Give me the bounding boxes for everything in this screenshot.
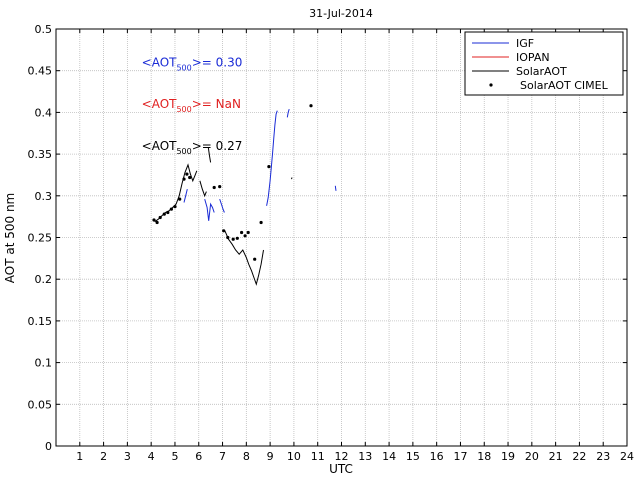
x-tick-label: 14 <box>382 450 396 463</box>
mean-aot-prefix: <AOT <box>142 97 177 111</box>
legend-label-cimel: SolarAOT CIMEL <box>520 79 609 92</box>
x-tick-label: 13 <box>358 450 372 463</box>
series-point-solaraot-cimel <box>267 165 271 169</box>
series-point-solaraot-cimel <box>240 230 244 235</box>
x-tick-label: 21 <box>549 450 563 463</box>
series-point-solaraot-cimel <box>212 185 216 190</box>
y-axis-label: AOT at 500 nm <box>3 193 17 283</box>
series-line-igf <box>334 185 337 191</box>
series-line-igf <box>219 198 225 213</box>
mean-aot-prefix: <AOT <box>142 56 177 70</box>
x-tick-label: 5 <box>171 450 178 463</box>
y-tick-label: 0.05 <box>28 398 53 411</box>
legend-swatch-cimel <box>489 83 493 87</box>
series-point-solaraot-cimel <box>166 210 170 215</box>
series-line-igf <box>204 198 215 221</box>
series-point-solaraot-cimel <box>309 104 313 108</box>
data-series <box>152 104 337 286</box>
series-line-igf <box>183 188 188 203</box>
mean-aot-label: <AOT500>= 0.27 <box>142 139 243 156</box>
mean-aot-subscript: 500 <box>176 147 191 156</box>
y-tick-label: 0.3 <box>35 190 53 203</box>
x-tick-label: 4 <box>148 450 155 463</box>
x-tick-label: 7 <box>219 450 226 463</box>
y-tick-label: 0.15 <box>28 315 53 328</box>
x-tick-label: 15 <box>406 450 420 463</box>
series-line-igf <box>266 110 278 206</box>
x-tick-label: 19 <box>501 450 515 463</box>
series-point-solaraot-cimel <box>188 175 192 180</box>
x-tick-label: 17 <box>453 450 467 463</box>
axis-ticks: 1 2 3 4 5 6 7 8 9 10 11 12 13 14 15 16 17 18 19 20 21 22 23 240… <box>28 23 635 463</box>
series-point-solaraot-cimel <box>222 229 226 233</box>
mean-aot-prefix: <AOT <box>142 139 177 153</box>
x-tick-label: 18 <box>477 450 491 463</box>
series-point-solaraot-cimel <box>253 257 257 261</box>
series-line-igf <box>286 108 290 118</box>
series-point-solaraot-cimel <box>173 205 177 209</box>
x-tick-label: 2 <box>100 450 107 463</box>
x-tick-label: 16 <box>430 450 444 463</box>
series-line-solaraot <box>224 230 264 286</box>
mean-aot-label: <AOT500>= 0.30 <box>142 56 243 73</box>
series-point-solaraot-cimel <box>152 218 156 222</box>
series-line-solaraot <box>207 147 212 163</box>
series-point-solaraot-cimel <box>259 220 263 225</box>
y-tick-label: 0.2 <box>35 273 53 286</box>
series-point-solaraot-cimel <box>162 212 166 216</box>
series-point-solaraot-cimel <box>182 177 186 181</box>
y-tick-label: 0.45 <box>28 65 53 78</box>
y-tick-label: 0.35 <box>28 148 53 161</box>
mean-aot-subscript: 500 <box>176 105 191 114</box>
x-tick-label: 3 <box>124 450 131 463</box>
y-tick-label: 0.1 <box>35 357 53 370</box>
legend-label-igf: IGF <box>516 37 534 50</box>
series-line-solaraot <box>199 180 207 198</box>
mean-aot-value: >= 0.27 <box>192 139 243 153</box>
series-point-solaraot-cimel <box>178 197 182 201</box>
series-point-solaraot-cimel <box>226 235 230 240</box>
chart-title: 31-Jul-2014 <box>309 7 373 20</box>
y-tick-label: 0.25 <box>28 232 53 245</box>
series-point-solaraot-cimel <box>218 185 222 189</box>
mean-aot-value: >= NaN <box>192 97 241 111</box>
y-tick-label: 0 <box>45 440 52 453</box>
x-tick-label: 22 <box>572 450 586 463</box>
x-tick-label: 10 <box>287 450 301 463</box>
x-tick-label: 8 <box>243 450 250 463</box>
series-point-solaraot-cimel <box>231 237 235 241</box>
mean-aot-annotations: <AOT500>= 0.30<AOT500>= NaN<AOT500>= 0.2… <box>142 56 243 156</box>
x-tick-label: 9 <box>267 450 274 463</box>
series-point-solaraot-cimel <box>246 230 250 235</box>
x-tick-label: 20 <box>525 450 539 463</box>
x-tick-label: 23 <box>596 450 610 463</box>
x-tick-label: 11 <box>311 450 325 463</box>
y-tick-label: 0.5 <box>35 23 53 36</box>
legend-label-iopan: IOPAN <box>516 51 550 64</box>
x-tick-label: 24 <box>620 450 634 463</box>
legend-label-solaraot: SolarAOT <box>516 65 567 78</box>
x-tick-label: 6 <box>195 450 202 463</box>
mean-aot-value: >= 0.30 <box>192 56 243 70</box>
series-point-solaraot-cimel <box>185 172 189 176</box>
series-point-solaraot-cimel <box>235 236 239 240</box>
legend: IGF IOPAN SolarAOT SolarAOT CIMEL <box>464 31 624 96</box>
grid-lines <box>56 29 627 446</box>
x-tick-label: 12 <box>335 450 349 463</box>
series-point-solaraot-cimel <box>169 207 173 211</box>
series-point-solaraot-cimel <box>243 234 247 238</box>
x-axis-label: UTC <box>329 462 353 476</box>
mean-aot-subscript: 500 <box>176 64 191 73</box>
series-point-solaraot-cimel <box>155 220 159 225</box>
x-tick-label: 1 <box>76 450 83 463</box>
series-line-solaraot <box>291 177 293 180</box>
y-tick-label: 0.4 <box>35 106 53 119</box>
mean-aot-label: <AOT500>= NaN <box>142 97 241 114</box>
series-point-solaraot-cimel <box>158 215 162 220</box>
